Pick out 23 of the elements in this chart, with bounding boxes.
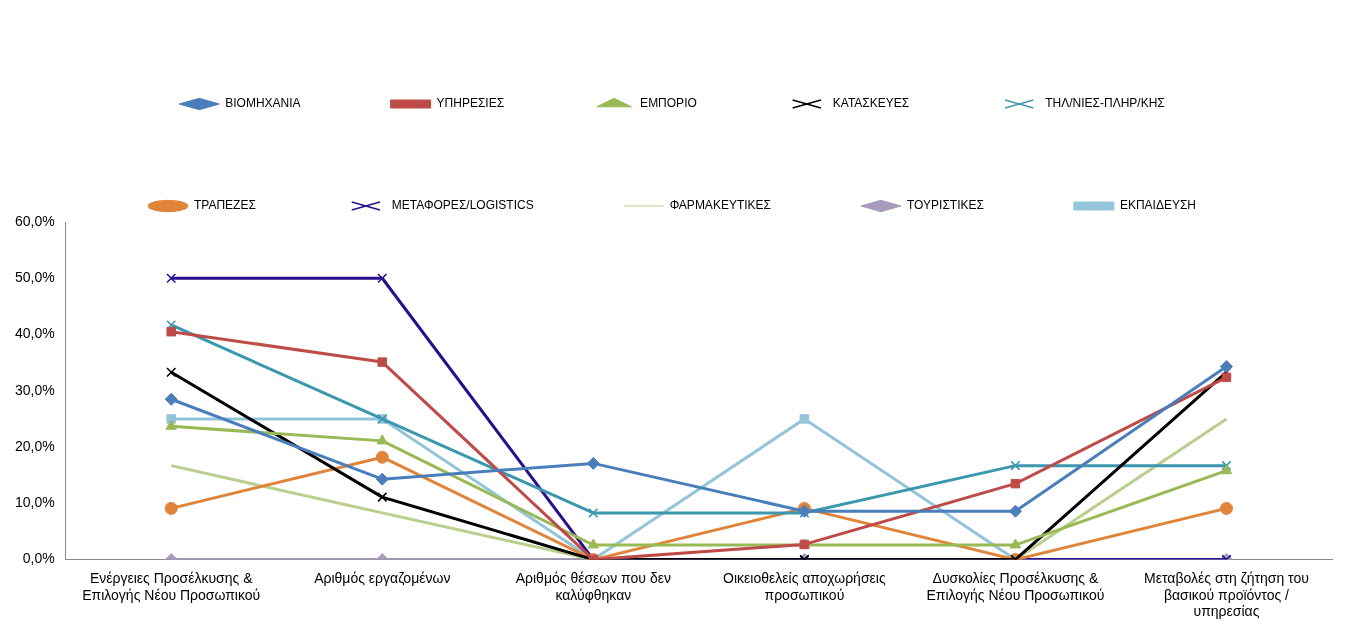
legend-label: ΤΟΥΡΙΣΤΙΚΕΣ xyxy=(906,198,984,213)
legend-label: ΜΕΤΑΦΟΡΕΣ/LOGISTICS xyxy=(391,198,534,213)
y-tick-label: 30,0% xyxy=(14,381,55,398)
x-tick-label: Δυσκολίες Προσέλκυσης & Επιλογής Νέου Προσωπικού xyxy=(926,569,1105,603)
x-tick-label: Ενέργειες Προσέλκυσης & Επιλογής Νέου Προσωπικού xyxy=(82,569,261,603)
legend-label: ΤΗΛ/ΝΙΕΣ-ΠΛΗΡ/ΚΗΣ xyxy=(1045,96,1165,111)
legend-label: ΕΜΠΟΡΙΟ xyxy=(640,96,697,111)
legend-label: ΚΑΤΑΣΚΕΥΕΣ xyxy=(832,96,910,111)
x-tick-label: Οικειοθελείς αποχωρήσεις προσωπικού xyxy=(723,569,886,603)
x-tick-label: Μεταβολές στη ζήτηση του βασικού προϊόντος / υπηρεσίας xyxy=(1144,569,1309,620)
y-tick-label: 50,0% xyxy=(14,269,55,286)
y-tick-label: 40,0% xyxy=(14,325,55,342)
legend-label: ΤΡΑΠΕΖΕΣ xyxy=(193,198,256,213)
legend-label: ΥΠΗΡΕΣΙΕΣ xyxy=(436,96,505,111)
x-tick-label: Αριθμός θέσεων που δεν καλύφθηκαν xyxy=(515,569,671,603)
x-tick-label: Αριθμός εργαζομένων xyxy=(314,569,451,586)
y-tick-label: 10,0% xyxy=(14,494,55,511)
legend-label: ΦΑΡΜΑΚΕΥΤΙΚΕΣ xyxy=(669,198,771,213)
legend-label: ΕΚΠΑΙΔΕΥΣΗ xyxy=(1119,198,1197,213)
y-tick-label: 60,0% xyxy=(14,212,55,229)
y-tick-label: 0,0% xyxy=(22,550,55,567)
legend-label: ΒΙΟΜΗΧΑΝΙΑ xyxy=(225,96,301,111)
y-tick-label: 20,0% xyxy=(14,437,55,454)
